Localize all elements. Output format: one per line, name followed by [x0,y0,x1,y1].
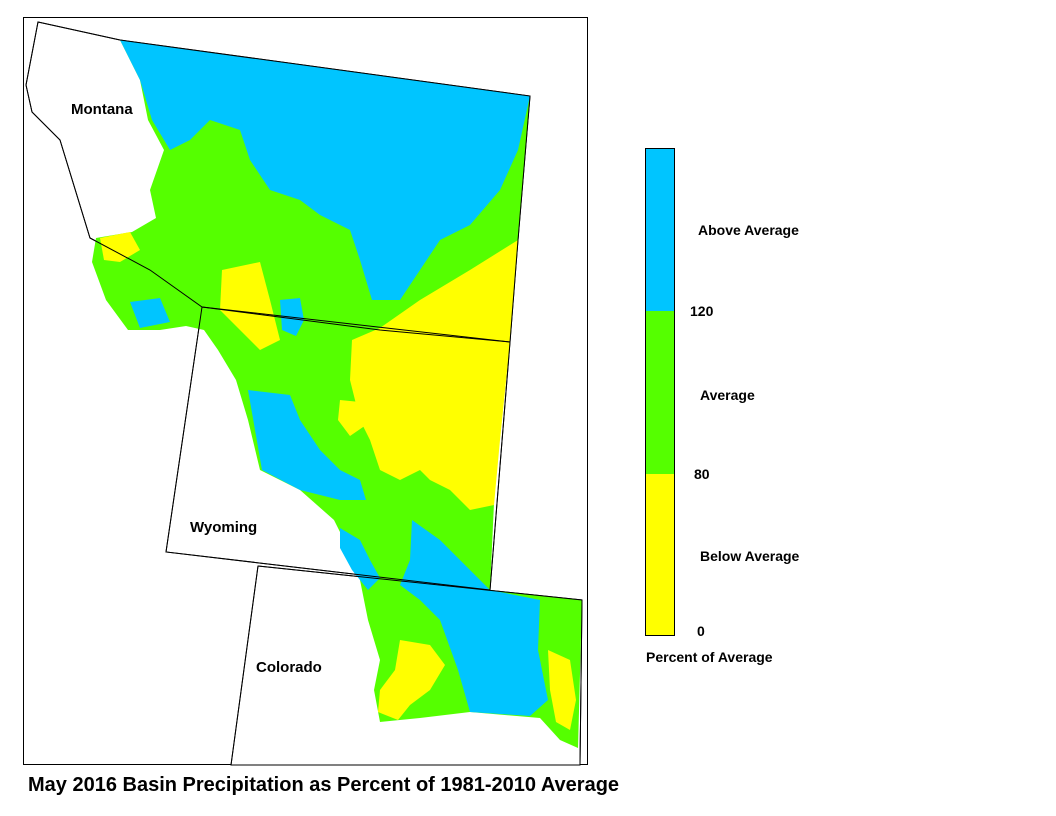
state-border-colorado-west [230,565,259,766]
legend-swatch-below [645,474,675,636]
state-label-wyoming: Wyoming [190,519,258,536]
state-label-colorado: Colorado [256,659,322,676]
state-border-colorado [257,565,583,766]
legend-break-0: 0 [697,623,705,639]
below-average-zones [100,232,576,730]
legend-label-average: Average [700,387,755,403]
legend-label-above: Above Average [698,222,799,238]
legend-title: Percent of Average [646,649,773,665]
above-average-zones [120,40,548,716]
state-label-montana: Montana [71,101,133,118]
legend-label-below: Below Average [700,548,800,564]
map-title: May 2016 Basin Precipitation as Percent … [28,774,620,796]
legend-break-80: 80 [694,466,710,482]
legend-swatch-average [645,311,675,474]
legend-swatch-above [645,148,675,311]
legend-break-120: 120 [690,303,714,319]
